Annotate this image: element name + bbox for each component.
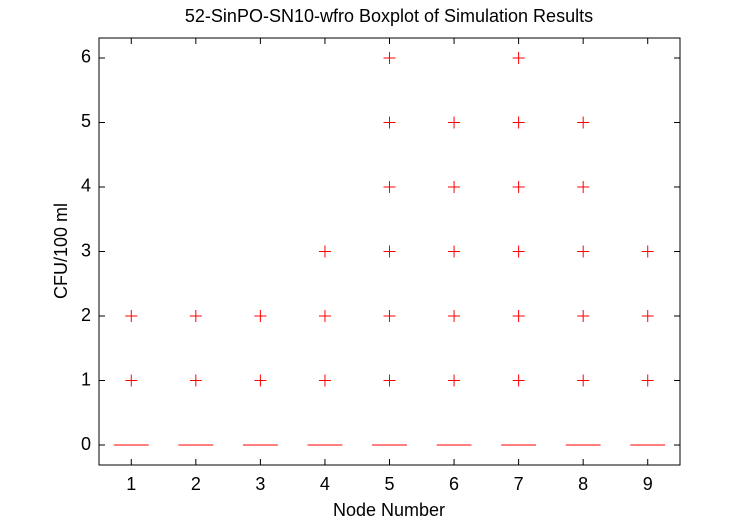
- y-axis-label: CFU/100 ml: [51, 203, 71, 299]
- outlier: [318, 374, 331, 387]
- outlier: [577, 310, 590, 323]
- y-tick-label: 0: [81, 434, 91, 454]
- outlier: [641, 374, 654, 387]
- outlier: [189, 374, 202, 387]
- outlier: [577, 245, 590, 258]
- x-tick-label: 9: [643, 474, 653, 494]
- outlier: [254, 310, 267, 323]
- y-tick-label: 2: [81, 305, 91, 325]
- outlier: [383, 116, 396, 129]
- outlier: [512, 245, 525, 258]
- y-tick-label: 1: [81, 369, 91, 389]
- x-tick-label: 3: [255, 474, 265, 494]
- chart-title: 52-SinPO-SN10-wfro Boxplot of Simulation…: [185, 6, 593, 26]
- outlier: [448, 374, 461, 387]
- outlier: [318, 310, 331, 323]
- x-tick-label: 5: [384, 474, 394, 494]
- x-tick-label: 4: [320, 474, 330, 494]
- y-tick-label: 4: [81, 176, 91, 196]
- outlier: [512, 310, 525, 323]
- x-tick-label: 6: [449, 474, 459, 494]
- outlier: [383, 374, 396, 387]
- outlier: [448, 310, 461, 323]
- outlier: [512, 116, 525, 129]
- y-tick-label: 6: [81, 47, 91, 67]
- outlier: [448, 116, 461, 129]
- x-tick-label: 7: [514, 474, 524, 494]
- outlier: [318, 245, 331, 258]
- outlier: [448, 180, 461, 193]
- outlier: [448, 245, 461, 258]
- outlier: [383, 310, 396, 323]
- outlier: [512, 51, 525, 64]
- outlier: [125, 310, 138, 323]
- x-tick-label: 8: [578, 474, 588, 494]
- outlier: [512, 180, 525, 193]
- outlier: [189, 310, 202, 323]
- x-axis-label: Node Number: [333, 500, 445, 520]
- y-tick-label: 3: [81, 240, 91, 260]
- outlier: [512, 374, 525, 387]
- outlier: [577, 116, 590, 129]
- outlier: [254, 374, 267, 387]
- outlier: [383, 51, 396, 64]
- outlier: [125, 374, 138, 387]
- y-tick-label: 5: [81, 111, 91, 131]
- outlier: [383, 245, 396, 258]
- outlier: [577, 180, 590, 193]
- outlier: [641, 310, 654, 323]
- outlier: [641, 245, 654, 258]
- outlier: [383, 180, 396, 193]
- x-tick-label: 2: [191, 474, 201, 494]
- x-tick-label: 1: [126, 474, 136, 494]
- outlier: [577, 374, 590, 387]
